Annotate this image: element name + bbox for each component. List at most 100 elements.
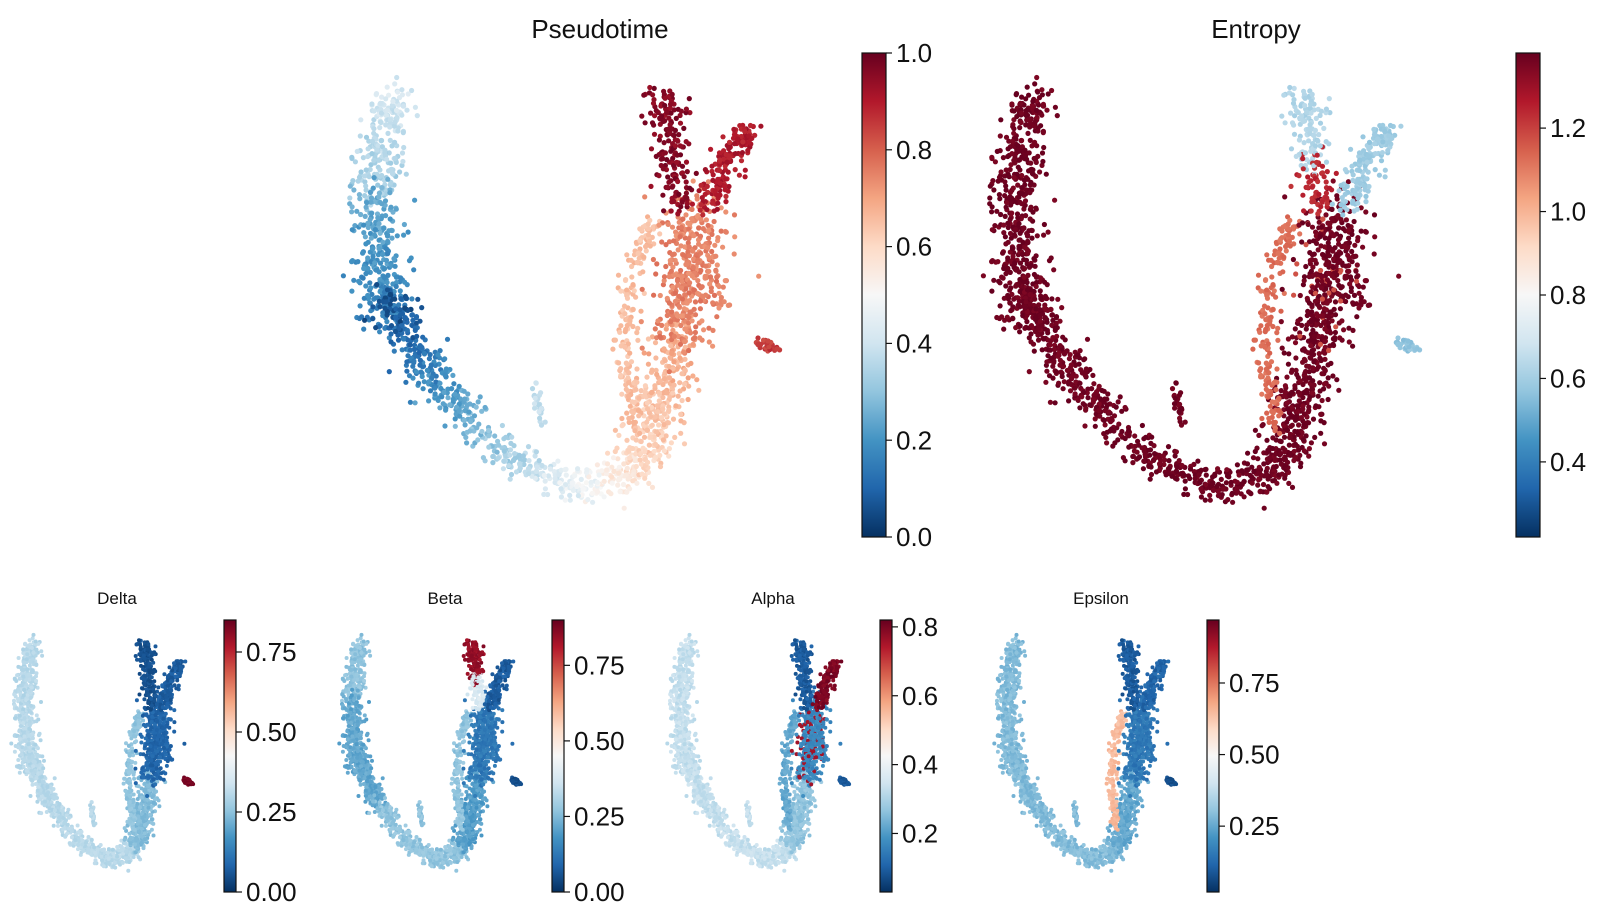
scatter-point — [420, 386, 426, 392]
scatter-point — [1308, 319, 1314, 325]
scatter-point — [386, 369, 392, 375]
scatter-point — [735, 136, 741, 142]
scatter-point — [1209, 480, 1215, 486]
scatter-point — [1310, 390, 1316, 396]
scatter-point — [407, 399, 413, 405]
scatter-point — [1337, 233, 1344, 239]
scatter-point — [390, 98, 396, 104]
scatter-point — [1286, 442, 1292, 448]
scatter-point — [1220, 486, 1226, 492]
scatter-point — [1291, 85, 1297, 91]
scatter-point — [687, 280, 693, 286]
scatter-point — [654, 403, 660, 409]
scatter-point — [641, 434, 648, 440]
scatter-point — [384, 233, 391, 239]
scatter-point — [1389, 135, 1395, 141]
scatter-point — [703, 263, 709, 269]
scatter-point — [642, 120, 648, 126]
scatter-point — [584, 467, 590, 473]
scatter-point — [1178, 422, 1185, 428]
scatter-point — [1339, 293, 1345, 299]
scatter-point — [371, 130, 377, 136]
scatter-point — [655, 318, 661, 324]
colorbar-tick-label: 0.2 — [896, 425, 932, 455]
scatter-point — [670, 284, 676, 290]
scatter-point — [611, 468, 617, 474]
scatter-point — [665, 174, 671, 180]
scatter-point — [1057, 318, 1063, 324]
scatter-point — [404, 359, 410, 365]
scatter-point — [626, 415, 632, 421]
scatter-point — [1337, 298, 1344, 304]
scatter-point — [1372, 151, 1379, 157]
scatter-point — [542, 478, 548, 484]
colorbar-tick-label: 0.6 — [1550, 364, 1586, 394]
scatter-point — [391, 256, 397, 262]
scatter-point — [437, 348, 443, 354]
scatter-point — [667, 375, 673, 381]
scatter-point — [1321, 349, 1327, 355]
scatter-point — [501, 448, 507, 454]
scatter-point — [361, 265, 367, 272]
scatter-point — [1344, 207, 1350, 213]
scatter-point — [689, 206, 695, 212]
scatter-point — [370, 304, 376, 310]
scatter-point — [415, 296, 421, 302]
scatter-point — [1013, 325, 1019, 331]
scatter-point — [361, 222, 367, 228]
scatter-point — [479, 408, 485, 414]
scatter-point — [507, 447, 514, 453]
scatter-point — [1041, 221, 1047, 228]
scatter-point — [1295, 409, 1301, 415]
scatter-point — [616, 470, 622, 476]
scatter-point — [694, 193, 700, 199]
scatter-point — [387, 301, 393, 307]
scatter-point — [492, 433, 498, 439]
scatter-point — [1354, 262, 1360, 268]
scatter-point — [379, 201, 385, 207]
scatter-point — [387, 124, 393, 130]
scatter-point — [1321, 174, 1327, 180]
scatter-point — [589, 490, 595, 496]
scatter-point — [646, 351, 652, 357]
scatter-point — [987, 183, 993, 189]
scatter-point — [604, 461, 611, 467]
scatter-point — [629, 274, 635, 280]
scatter-point — [1113, 404, 1119, 410]
scatter-point — [651, 131, 658, 137]
scatter-point — [377, 125, 383, 131]
scatter-point — [637, 457, 643, 463]
scatter-point — [529, 386, 536, 392]
scatter-point — [388, 262, 394, 269]
scatter-point — [410, 363, 416, 369]
scatter-point — [1126, 427, 1132, 434]
scatter-point — [1032, 155, 1038, 162]
scatter-point — [1278, 319, 1284, 325]
scatter-points — [9, 632, 196, 873]
scatter-point — [686, 96, 692, 102]
scatter-point — [1342, 273, 1348, 279]
colorbar-tick-label: 0.8 — [896, 135, 932, 165]
scatter-point — [490, 453, 496, 460]
scatter-point — [1011, 175, 1017, 181]
scatter-point — [1371, 251, 1377, 257]
scatter-point — [1255, 456, 1261, 462]
scatter-point — [1325, 396, 1331, 403]
scatter-point — [642, 194, 648, 200]
scatter-point — [534, 464, 540, 470]
scatter-point — [392, 119, 398, 125]
scatter-point — [383, 213, 389, 219]
scatter-point — [645, 336, 652, 342]
scatter-point — [667, 101, 674, 107]
scatter-point — [634, 480, 640, 486]
scatter-point — [411, 346, 417, 352]
scatter-point — [601, 494, 607, 500]
scatter-point — [1057, 343, 1063, 349]
scatter-point — [1024, 279, 1030, 286]
scatter-point — [663, 263, 669, 270]
scatter-point — [1330, 373, 1336, 379]
scatter-point — [1258, 288, 1264, 294]
scatter-point — [639, 113, 645, 119]
scatter-point — [1317, 380, 1323, 386]
